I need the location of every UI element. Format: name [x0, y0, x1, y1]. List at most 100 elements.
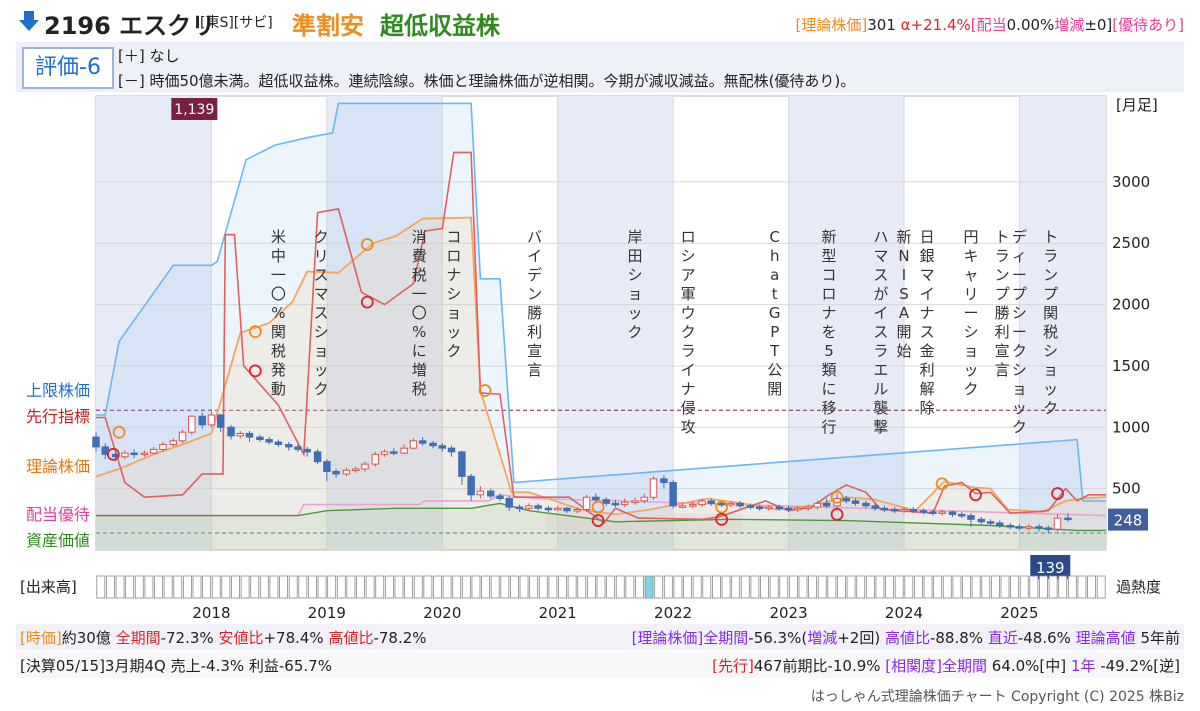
yutai-label: [優待あり]: [1112, 16, 1184, 34]
candle-body: [303, 448, 311, 453]
candle-body: [957, 513, 966, 517]
heat-cell: [914, 575, 923, 599]
down-arrow-icon: [19, 11, 39, 31]
event-label: ッ: [446, 323, 461, 341]
heat-cell: [538, 575, 548, 599]
signal-marker: [478, 384, 492, 397]
event-label: 関: [271, 323, 286, 341]
heat-cell: [1048, 575, 1058, 599]
signal-marker: [248, 364, 262, 378]
candle-body: [871, 505, 879, 509]
event-label: シ: [1043, 342, 1058, 360]
heat-cell: [231, 575, 240, 599]
valuation-tag: 準割安: [292, 12, 364, 40]
candle-body: [515, 506, 524, 510]
event-label: プ: [1043, 285, 1058, 303]
heat-cell: [731, 575, 741, 599]
candle-body: [534, 505, 542, 509]
event-label: が: [873, 285, 888, 303]
event-label: ナ: [446, 266, 461, 284]
event-label: シ: [681, 247, 696, 265]
event-label: 5: [824, 342, 834, 360]
heat-cell: [1039, 575, 1048, 599]
candle-body: [332, 470, 340, 475]
candle-body: [505, 497, 513, 508]
footer-segment: 5年前: [1140, 629, 1180, 647]
candle-body: [891, 509, 899, 512]
heat-cell: [250, 575, 260, 599]
theory-price-label: [理論株価]: [795, 16, 868, 34]
event-label: 田: [628, 247, 643, 265]
event-label: ク: [1012, 342, 1027, 360]
event-label: 除: [920, 399, 935, 417]
event-label: 勝: [995, 304, 1010, 322]
event-label: ト: [1043, 228, 1058, 246]
change-label: 増減: [1054, 16, 1085, 34]
event-label: 一: [412, 285, 427, 303]
event-label: 〇: [271, 285, 286, 303]
footer-segment: [決算05/15]3月期4Q 売上-4.3% 利益-65.7%: [20, 657, 332, 675]
candle-body: [909, 509, 917, 512]
heat-cell: [481, 575, 490, 599]
event-label: ィ: [1012, 247, 1027, 265]
event-label: シ: [1012, 361, 1027, 379]
leading-indicator-line: [96, 151, 1106, 525]
heat-cell: [1029, 575, 1039, 599]
event-label: ス: [873, 266, 888, 284]
stock-code-name: 2196 エスクリ: [44, 12, 216, 40]
x-tick-label: 2024: [885, 604, 923, 622]
candle-body: [245, 432, 254, 438]
heat-cell: [817, 575, 827, 599]
event-label: 言: [527, 361, 542, 379]
event-label: ス: [314, 266, 329, 284]
heat-cell: [750, 575, 760, 599]
footer-row-2: [決算05/15]3月期4Q 売上-4.3% 利益-65.7% [先行]467前…: [16, 652, 1184, 678]
event-label: ナ: [821, 304, 836, 322]
candle-body: [390, 451, 398, 454]
heat-cell: [106, 575, 115, 599]
heat-cell: [712, 575, 721, 599]
event-label: 利: [527, 323, 542, 341]
heat-cell: [240, 575, 250, 599]
event-label: 類: [821, 361, 836, 379]
candle-body: [149, 448, 158, 454]
candle-body: [207, 414, 216, 426]
candle-body: [669, 482, 677, 507]
heat-cell: [413, 575, 423, 599]
heat-cell: [1077, 575, 1087, 599]
event-label: マ: [314, 285, 329, 303]
change-value: ±0]: [1084, 16, 1113, 34]
heat-cell: [96, 575, 106, 599]
heat-cell: [923, 575, 933, 599]
candle-body: [1064, 517, 1072, 521]
min-price-label: 139: [1036, 559, 1065, 577]
y-tick-label: 2000: [1112, 296, 1150, 314]
event-label: 関: [1043, 304, 1058, 322]
event-label: ッ: [1043, 380, 1058, 398]
candle-body: [765, 506, 773, 510]
event-label: 行: [821, 418, 836, 436]
heat-cell: [654, 575, 664, 599]
volume-label: [出来高]: [20, 578, 77, 596]
footer-segment: +2回): [837, 629, 885, 647]
heat-cell: [1067, 575, 1077, 599]
candle-body: [736, 502, 744, 507]
event-label: エ: [873, 361, 888, 379]
candle-body: [707, 500, 715, 504]
event-label: C: [769, 228, 779, 246]
event-label: 中: [271, 247, 286, 265]
event-label: ロ: [821, 285, 836, 303]
footer-segment: 高値比: [884, 629, 930, 647]
heat-cell: [327, 575, 337, 599]
heat-cell: [865, 575, 875, 599]
y-tick-label: 1500: [1112, 357, 1150, 375]
candle-body: [458, 451, 466, 477]
event-label: t: [772, 285, 778, 303]
x-tick-label: 2019: [308, 604, 346, 622]
event-label: %: [271, 304, 285, 322]
heat-cell: [134, 575, 144, 599]
theory-price-value: 301: [867, 16, 896, 34]
event-label: ョ: [1012, 380, 1027, 398]
event-label: ア: [681, 266, 696, 284]
candle-body: [804, 506, 812, 510]
